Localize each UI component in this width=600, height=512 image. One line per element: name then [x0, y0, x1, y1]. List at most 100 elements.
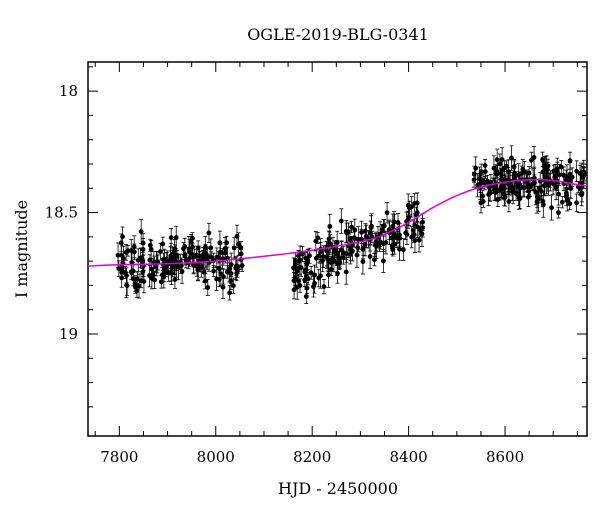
- data-point: [124, 282, 129, 288]
- data-point: [512, 170, 517, 176]
- data-point: [134, 288, 140, 293]
- data-point: [504, 163, 509, 169]
- data-point: [194, 252, 199, 258]
- data-point: [211, 268, 217, 274]
- x-tick-label: 8400: [390, 448, 428, 466]
- data-point: [412, 237, 418, 243]
- data-point: [376, 241, 382, 247]
- data-point: [397, 246, 402, 252]
- data-point: [362, 228, 368, 234]
- data-point: [542, 183, 548, 189]
- data-point: [525, 194, 531, 200]
- data-point: [132, 284, 138, 290]
- data-point: [182, 252, 188, 257]
- data-point: [574, 200, 580, 206]
- data-point: [315, 235, 321, 241]
- data-point: [526, 170, 532, 176]
- data-point: [148, 246, 154, 252]
- data-point: [409, 204, 415, 210]
- data-point: [511, 164, 517, 170]
- data-point: [165, 258, 171, 264]
- data-point: [169, 270, 174, 276]
- data-point: [480, 193, 485, 199]
- data-point: [206, 230, 212, 236]
- data-point: [224, 240, 230, 246]
- axis-ticks: [88, 62, 587, 436]
- y-tick-label: 18.5: [45, 204, 78, 222]
- data-point: [495, 188, 501, 193]
- data-point: [187, 255, 192, 261]
- data-point: [296, 258, 302, 264]
- data-point: [558, 164, 564, 170]
- data-point: [217, 240, 223, 246]
- data-point: [530, 181, 536, 187]
- data-point: [181, 246, 186, 252]
- data-point: [552, 180, 557, 186]
- data-point: [118, 252, 124, 258]
- data-point: [395, 220, 401, 225]
- data-point: [360, 247, 366, 252]
- data-point: [231, 283, 236, 289]
- data-point: [116, 266, 122, 272]
- data-point: [501, 186, 507, 192]
- data-point: [390, 247, 396, 253]
- data-point: [195, 267, 201, 273]
- data-point: [575, 184, 581, 190]
- data-point: [296, 253, 301, 259]
- data-point: [170, 251, 176, 257]
- data-point: [304, 285, 310, 291]
- data-point: [305, 259, 311, 265]
- data-point: [516, 195, 522, 201]
- data-point: [214, 276, 219, 282]
- data-point: [236, 241, 241, 247]
- data-point: [326, 272, 331, 278]
- data-point: [136, 283, 142, 289]
- data-point: [540, 202, 546, 208]
- data-point: [411, 232, 417, 237]
- data-point: [478, 169, 484, 175]
- data-point: [473, 165, 479, 171]
- x-tick-label: 8600: [486, 448, 524, 466]
- data-point: [170, 257, 176, 262]
- data-point: [120, 234, 125, 240]
- data-point: [173, 235, 179, 240]
- data-point: [381, 258, 386, 264]
- data-point: [294, 268, 300, 274]
- data-point: [574, 168, 580, 174]
- data-point: [536, 194, 541, 200]
- data-point: [195, 245, 201, 251]
- data-point: [205, 285, 211, 290]
- data-point: [419, 231, 425, 237]
- data-point: [228, 278, 234, 284]
- data-point: [320, 254, 326, 260]
- data-point: [360, 259, 366, 265]
- data-point: [556, 210, 561, 216]
- data-point: [492, 184, 498, 189]
- x-tick-label: 7800: [100, 448, 138, 466]
- data-point: [509, 185, 515, 191]
- data-point: [533, 189, 539, 195]
- data-point: [487, 185, 492, 191]
- data-point: [339, 247, 345, 253]
- data-point: [172, 263, 177, 269]
- data-point: [338, 218, 344, 224]
- data-point: [188, 239, 194, 245]
- data-point: [347, 236, 353, 242]
- data-point: [343, 269, 349, 275]
- data-point: [540, 169, 546, 175]
- data-point: [152, 277, 157, 283]
- data-point: [501, 192, 507, 197]
- data-point: [540, 157, 545, 162]
- data-point: [214, 254, 220, 260]
- data-point: [410, 227, 416, 233]
- data-point: [234, 270, 240, 276]
- data-point: [300, 251, 305, 257]
- data-point: [335, 271, 340, 276]
- data-point: [172, 277, 178, 282]
- data-point: [228, 271, 234, 276]
- data-point: [327, 241, 332, 246]
- data-point: [352, 227, 358, 233]
- data-point: [495, 197, 501, 202]
- data-point: [495, 171, 501, 177]
